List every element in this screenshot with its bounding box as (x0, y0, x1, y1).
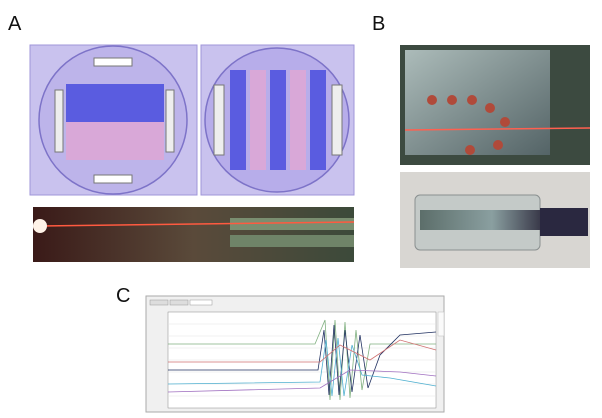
chip (420, 210, 540, 230)
panel-label: B (372, 13, 385, 35)
port (427, 95, 437, 105)
chip (405, 50, 550, 155)
wafer-layout (30, 45, 197, 195)
tab (150, 300, 168, 305)
device-block (66, 122, 164, 160)
panel-label: A (8, 13, 22, 35)
photo-bg (33, 207, 354, 262)
page: A B C (0, 0, 602, 418)
chip-edge (230, 235, 354, 247)
photo (400, 45, 590, 165)
device-block (310, 70, 326, 170)
wafer-layout (201, 45, 354, 195)
port (467, 95, 477, 105)
port (447, 95, 457, 105)
port (465, 145, 475, 155)
legend (438, 312, 444, 336)
marker (55, 90, 63, 152)
device-block (230, 70, 246, 170)
marker (94, 175, 132, 183)
device-block (290, 70, 306, 170)
marker (214, 85, 224, 155)
port (500, 117, 510, 127)
screenshot (146, 296, 444, 412)
laser-spot (33, 219, 47, 233)
port (485, 103, 495, 113)
marker (94, 58, 132, 66)
figure: A B C (0, 0, 602, 418)
panel-label: C (116, 285, 130, 307)
chip-end (540, 208, 588, 236)
tab (190, 300, 212, 305)
device-block (270, 70, 286, 170)
device-block (66, 84, 164, 122)
marker (332, 85, 342, 155)
tab (170, 300, 188, 305)
port (493, 140, 503, 150)
marker (166, 90, 174, 152)
photo (400, 172, 590, 268)
photo (33, 207, 354, 262)
device-block (250, 70, 266, 170)
